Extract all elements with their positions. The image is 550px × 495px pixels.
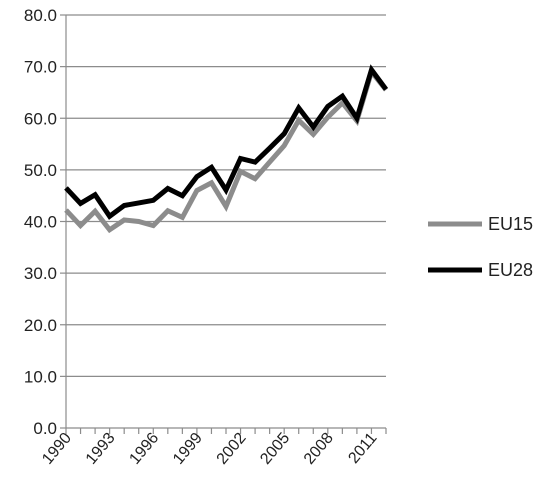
x-tick-label: 1993 [83,430,119,468]
x-tick-label: 1996 [126,430,162,468]
y-tick-label: 60.0 [24,109,57,128]
y-tick-label: 50.0 [24,161,57,180]
y-tick-labels: 0.0 10.0 20.0 30.0 40.0 50.0 60.0 70.0 80.0 [24,6,57,438]
x-tick-label: 2008 [301,430,337,468]
y-tick-label: 20.0 [24,316,57,335]
gridlines [60,14,387,434]
legend-label-eu28: EU28 [488,260,533,280]
x-tick-label: 2002 [214,430,250,468]
x-tick-label: 1999 [170,430,206,468]
y-tick-label: 80.0 [24,6,57,25]
y-tick-label: 10.0 [24,367,57,386]
x-tick-label: 2005 [257,430,293,468]
y-tick-label: 0.0 [33,419,57,438]
y-tick-label: 70.0 [24,58,57,77]
y-tick-label: 30.0 [24,264,57,283]
legend-label-eu15: EU15 [488,214,533,234]
series-line-eu28 [64,64,389,220]
x-tick-labels: 1990 1993 1996 1999 2002 2005 2008 2011 [39,430,380,468]
series-lines [64,64,389,234]
y-tick-label: 40.0 [24,213,57,232]
x-tick-label: 2011 [345,430,380,467]
series-line-eu15 [64,66,388,234]
legend: EU15 EU28 [428,214,533,280]
